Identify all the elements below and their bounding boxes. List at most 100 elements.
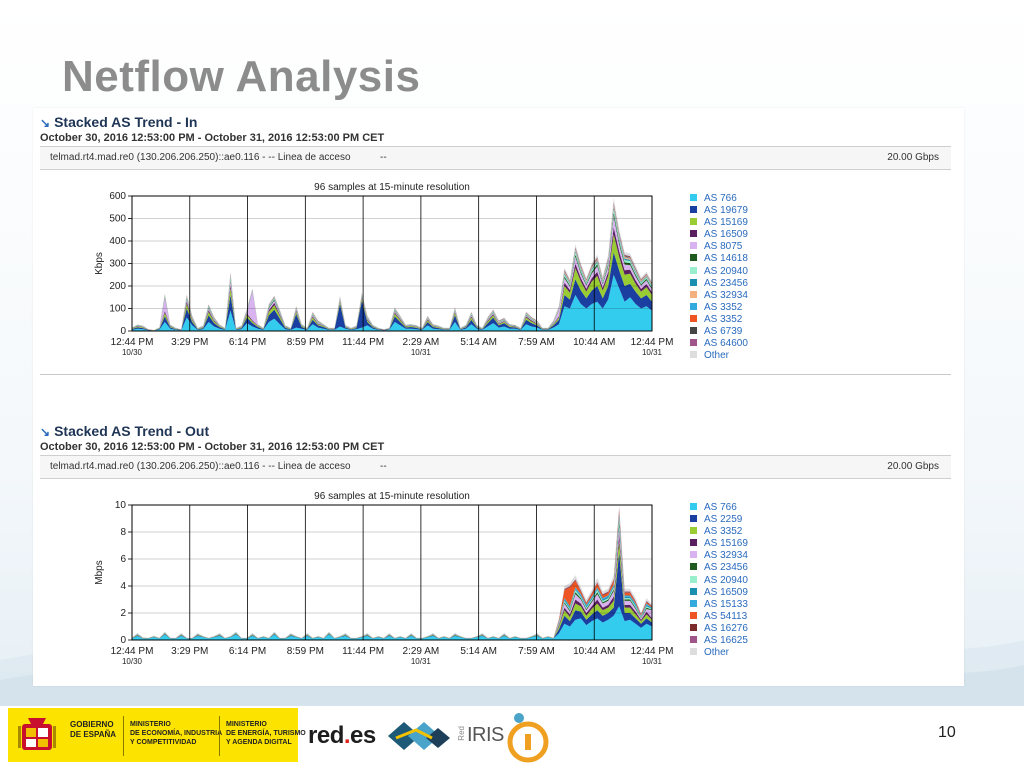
interface-bar-out: telmad.rt4.mad.re0 (130.206.206.250)::ae… (40, 455, 951, 479)
legend-label: AS 16509 (704, 229, 748, 241)
legend-label: AS 15133 (704, 598, 748, 610)
interface-bar-in: telmad.rt4.mad.re0 (130.206.206.250)::ae… (40, 146, 951, 170)
legend-swatch (690, 636, 697, 644)
x-tick-label: 3:29 PM (171, 337, 208, 348)
red-es-suffix: es (350, 722, 376, 749)
legend-entry: AS 2259 (690, 514, 748, 526)
coat-of-arms-icon (18, 718, 56, 750)
section-title-in-label: Stacked AS Trend - In (54, 114, 198, 130)
ministry-economy-label: MINISTERIO DE ECONOMÍA, INDUSTRIA Y COMP… (130, 721, 223, 746)
interface-separator: -- (380, 461, 387, 472)
legend-swatch (690, 503, 697, 510)
x-tick-label: 6:14 PM (229, 646, 266, 657)
red-es-dot: . (343, 722, 351, 749)
legend-swatch (690, 242, 697, 250)
legend-label: AS 16509 (704, 586, 748, 598)
y-tick-label: 500 (109, 214, 126, 225)
y-tick-label: 4 (120, 581, 126, 592)
legend-entry: AS 3352 (690, 526, 748, 538)
interface-separator: -- (380, 152, 387, 163)
section-title-in: ↘ Stacked AS Trend - In (40, 114, 197, 130)
legend-label: AS 766 (704, 502, 737, 513)
y-tick-label: 400 (109, 236, 126, 247)
y-tick-label: 100 (109, 304, 126, 315)
legend-label: AS 20940 (704, 265, 748, 277)
x-tick-label: 2:29 AM (403, 646, 440, 657)
legend-label: AS 16625 (704, 635, 748, 647)
x-tick-label: 12:44 PM (631, 646, 674, 657)
x-tick-label: 12:44 PM (111, 646, 154, 657)
red-es-main: red (308, 722, 344, 749)
x-tick-label: 12:44 PM (111, 337, 154, 348)
section-title-out-label: Stacked AS Trend - Out (54, 423, 210, 439)
date-range-in: October 30, 2016 12:53:00 PM - October 3… (40, 132, 385, 144)
footer-divider (219, 716, 220, 756)
legend-entry: AS 3352 (690, 302, 748, 314)
x-tick-label: 12:44 PM (631, 337, 674, 348)
legend-entry: AS 766 (690, 502, 748, 514)
y-tick-label: 8 (120, 527, 126, 538)
legend-swatch (690, 278, 697, 286)
legend-entry: AS 23456 (690, 278, 748, 290)
interface-label: telmad.rt4.mad.re0 (130.206.206.250)::ae… (50, 152, 351, 163)
legend-entry: AS 20940 (690, 575, 748, 587)
legend-entry: AS 14618 (690, 253, 748, 265)
legend-swatch (690, 551, 697, 559)
ministry-energy-label: MINISTERIO DE ENERGÍA, TURISMO Y AGENDA … (226, 721, 306, 746)
section-title-out: ↘ Stacked AS Trend - Out (40, 423, 209, 439)
red-es-logo: red.es (308, 722, 376, 750)
legend-entry: AS 15133 (690, 599, 748, 611)
legend-swatch (690, 254, 697, 262)
legend-swatch (690, 351, 697, 359)
legend-swatch (690, 515, 697, 523)
footer-divider (123, 716, 124, 756)
rediris-name: IRIS (467, 724, 504, 746)
partner-emblem-icon (507, 713, 549, 763)
x-date-label: 10/31 (642, 657, 663, 666)
legend-label: Other (704, 647, 730, 659)
interface-capacity: 20.00 Gbps (887, 461, 939, 472)
legend-label: AS 8075 (704, 241, 743, 253)
x-tick-label: 8:59 PM (287, 337, 324, 348)
section-divider (40, 374, 951, 375)
series-area-as-766 (132, 606, 652, 640)
legend-swatch (690, 194, 697, 201)
legend-in: AS 766 AS 19679 AS 15169 AS 16509 AS 8075 AS … (690, 193, 748, 362)
x-tick-label: 10:44 AM (573, 646, 615, 657)
x-tick-label: 2:29 AM (403, 337, 440, 348)
legend-label: AS 32934 (704, 550, 748, 562)
legend-entry: AS 766 (690, 193, 748, 205)
slide-title: Netflow Analysis (62, 52, 421, 101)
plot-frame (131, 195, 653, 332)
legend-label: AS 19679 (704, 205, 748, 217)
interface-capacity: 20.00 Gbps (887, 152, 939, 163)
legend-entry: AS 8075 (690, 241, 748, 253)
x-tick-label: 7:59 AM (518, 646, 555, 657)
legend-entry: AS 32934 (690, 550, 748, 562)
legend-entry: AS 16276 (690, 623, 748, 635)
legend-label: AS 15169 (704, 538, 748, 550)
legend-entry: AS 20940 (690, 266, 748, 278)
plot-frame (131, 504, 653, 641)
gov-label: GOBIERNO DE ESPAÑA (70, 720, 117, 739)
legend-swatch (690, 230, 697, 238)
x-date-label: 10/31 (411, 657, 432, 666)
legend-swatch (690, 623, 697, 631)
collapse-arrow-icon[interactable]: ↘ (40, 425, 51, 439)
y-tick-label: 6 (120, 554, 126, 565)
legend-swatch (690, 575, 697, 583)
legend-entry: AS 64600 (690, 338, 748, 350)
page-number: 10 (938, 724, 956, 741)
x-tick-label: 3:29 PM (171, 646, 208, 657)
legend-swatch (690, 218, 697, 226)
legend-entry: AS 23456 (690, 562, 748, 574)
collapse-arrow-icon[interactable]: ↘ (40, 116, 51, 130)
legend-swatch (690, 302, 697, 310)
legend-entry: AS 15169 (690, 217, 748, 229)
legend-entry: AS 19679 (690, 205, 748, 217)
series-area-as-766 (132, 274, 652, 331)
legend-swatch (690, 314, 697, 322)
legend-entry: Other (690, 350, 748, 362)
x-date-label: 10/30 (122, 348, 143, 357)
legend-label: AS 766 (704, 193, 737, 204)
